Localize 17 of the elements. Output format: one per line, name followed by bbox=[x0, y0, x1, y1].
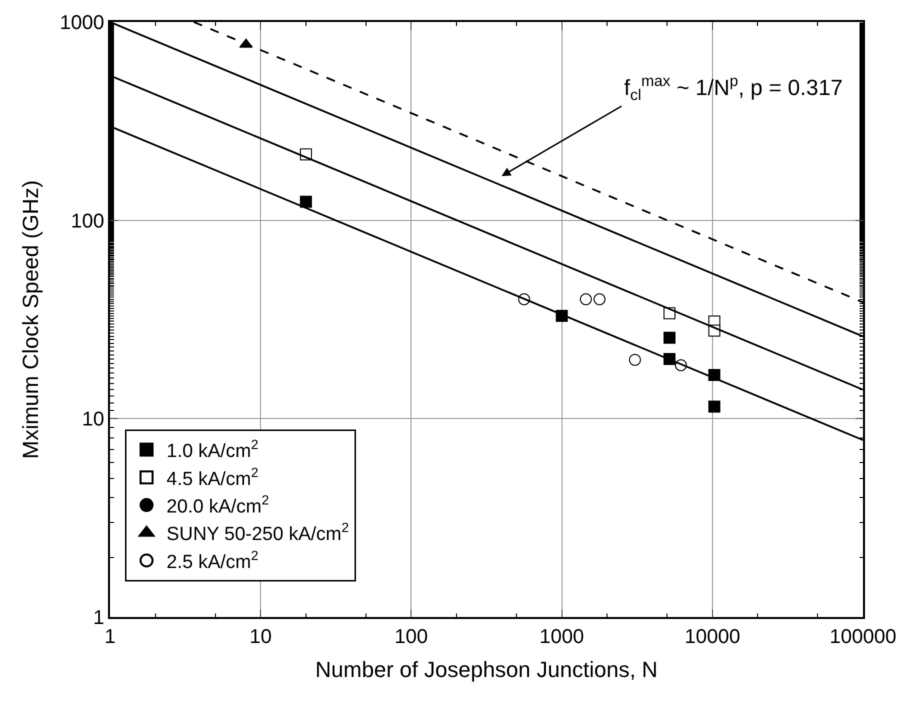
x-tick-label: 10 bbox=[249, 626, 272, 648]
legend-label: 4.5 kA/cm$^{2}$ bbox=[166, 464, 258, 490]
y-tick-label: 1 bbox=[93, 607, 104, 629]
x-tick-label: 100000 bbox=[830, 626, 896, 648]
x-tick-label: 10000 bbox=[684, 626, 740, 648]
legend-label: 1.0 kA/cm$^{2}$ bbox=[166, 437, 258, 462]
y-tick-label: 100 bbox=[70, 210, 104, 232]
y-tick-label: 10 bbox=[82, 408, 104, 431]
x-axis-title: Number of Josephson Junctions, N bbox=[315, 657, 658, 682]
x-tick-label: 1000 bbox=[540, 626, 584, 648]
legend-label: 2.5 kA/cm$^{2}$ bbox=[166, 548, 258, 573]
y-axis-title: Mximum Clock Speed (GHz) bbox=[18, 180, 44, 459]
legend-label: 20.0 kA/cm$^{2}$ bbox=[166, 492, 270, 518]
annotation: f$_{cl}$$^{max}$ ~ 1/N$^{p}$, p = 0.317 bbox=[624, 73, 843, 104]
x-tick-label: 100 bbox=[394, 626, 428, 648]
y-tick-label: 1000 bbox=[60, 12, 104, 34]
legend-label: SUNY 50-250 kA/cm$^{2}$ bbox=[166, 520, 349, 546]
